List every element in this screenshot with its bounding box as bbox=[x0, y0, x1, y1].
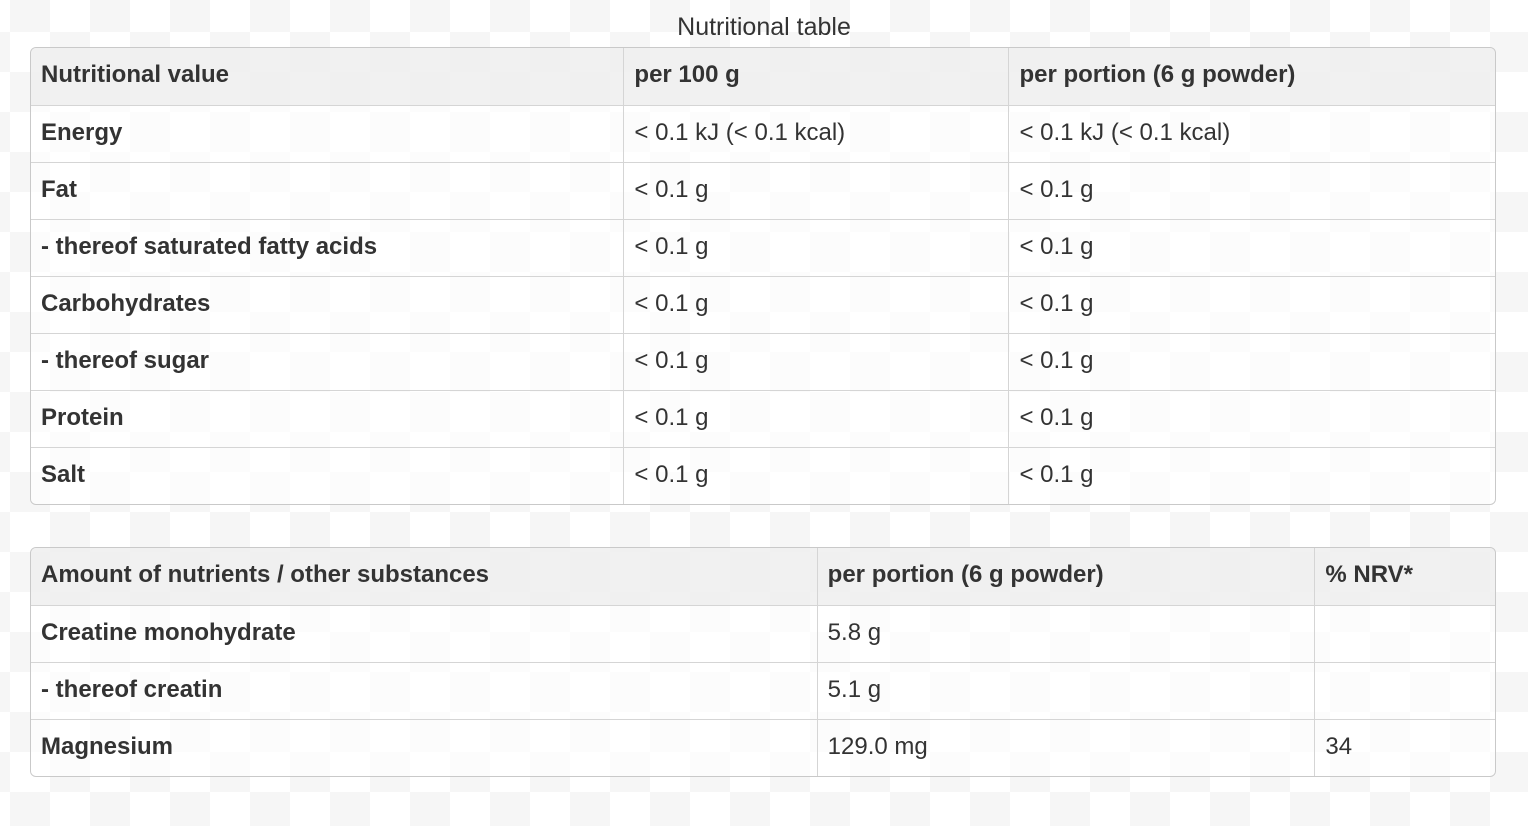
row-label: Carbohydrates bbox=[31, 275, 625, 334]
value-per-100g: < 0.1 g bbox=[623, 161, 1010, 220]
value-per-portion: < 0.1 g bbox=[1008, 218, 1495, 277]
value-per-100g: < 0.1 kJ (< 0.1 kcal) bbox=[623, 104, 1010, 163]
value-per-100g: < 0.1 g bbox=[623, 275, 1010, 334]
nutrition-table-header-row: Nutritional value per 100 g per portion … bbox=[31, 48, 1495, 106]
nutrition-table-wrapper: Nutritional value per 100 g per portion … bbox=[30, 47, 1496, 505]
row-label: - thereof sugar bbox=[31, 332, 625, 391]
value-per-portion: < 0.1 kJ (< 0.1 kcal) bbox=[1008, 104, 1495, 163]
nutrition-col-header-per-portion: per portion (6 g powder) bbox=[1008, 48, 1495, 106]
row-label: Creatine monohydrate bbox=[31, 604, 818, 663]
nutrients-col-header-nrv: % NRV* bbox=[1314, 548, 1495, 606]
table-row-salt: Salt < 0.1 g < 0.1 g bbox=[31, 446, 1495, 504]
value-per-portion: 5.1 g bbox=[816, 661, 1316, 720]
table-row-creatine-monohydrate: Creatine monohydrate 5.8 g bbox=[31, 604, 1495, 663]
row-label: - thereof saturated fatty acids bbox=[31, 218, 625, 277]
value-per-portion: 5.8 g bbox=[816, 604, 1316, 663]
value-per-100g: < 0.1 g bbox=[623, 389, 1010, 448]
nutrients-col-header-per-portion: per portion (6 g powder) bbox=[816, 548, 1316, 606]
table-row-magnesium: Magnesium 129.0 mg 34 bbox=[31, 718, 1495, 776]
table-row-protein: Protein < 0.1 g < 0.1 g bbox=[31, 389, 1495, 448]
value-per-portion: < 0.1 g bbox=[1008, 389, 1495, 448]
value-per-100g: < 0.1 g bbox=[623, 218, 1010, 277]
value-per-portion: < 0.1 g bbox=[1008, 275, 1495, 334]
value-nrv: 34 bbox=[1314, 718, 1495, 776]
table-row-sugar: - thereof sugar < 0.1 g < 0.1 g bbox=[31, 332, 1495, 391]
row-label: Fat bbox=[31, 161, 625, 220]
nutrition-col-header-per100g: per 100 g bbox=[623, 48, 1010, 106]
value-per-portion: < 0.1 g bbox=[1008, 446, 1495, 504]
value-per-portion: 129.0 mg bbox=[816, 718, 1316, 776]
table-row-carbohydrates: Carbohydrates < 0.1 g < 0.1 g bbox=[31, 275, 1495, 334]
row-label: Protein bbox=[31, 389, 625, 448]
page-title: Nutritional table bbox=[677, 13, 851, 41]
nutrients-table: Amount of nutrients / other substances p… bbox=[31, 548, 1495, 776]
nutrients-col-header-substance: Amount of nutrients / other substances bbox=[31, 548, 818, 606]
nutrition-col-header-value: Nutritional value bbox=[31, 48, 625, 106]
table-row-fat: Fat < 0.1 g < 0.1 g bbox=[31, 161, 1495, 220]
row-label: - thereof creatin bbox=[31, 661, 818, 720]
row-label: Magnesium bbox=[31, 718, 818, 776]
value-nrv bbox=[1314, 604, 1495, 663]
value-per-100g: < 0.1 g bbox=[623, 446, 1010, 504]
value-per-portion: < 0.1 g bbox=[1008, 161, 1495, 220]
row-label: Salt bbox=[31, 446, 625, 504]
value-per-100g: < 0.1 g bbox=[623, 332, 1010, 391]
table-row-energy: Energy < 0.1 kJ (< 0.1 kcal) < 0.1 kJ (<… bbox=[31, 104, 1495, 163]
nutrition-table: Nutritional value per 100 g per portion … bbox=[31, 48, 1495, 504]
nutrients-table-header-row: Amount of nutrients / other substances p… bbox=[31, 548, 1495, 606]
table-row-thereof-creatin: - thereof creatin 5.1 g bbox=[31, 661, 1495, 720]
table-row-saturated-fatty-acids: - thereof saturated fatty acids < 0.1 g … bbox=[31, 218, 1495, 277]
value-nrv bbox=[1314, 661, 1495, 720]
value-per-portion: < 0.1 g bbox=[1008, 332, 1495, 391]
row-label: Energy bbox=[31, 104, 625, 163]
nutrients-table-wrapper: Amount of nutrients / other substances p… bbox=[30, 547, 1496, 777]
